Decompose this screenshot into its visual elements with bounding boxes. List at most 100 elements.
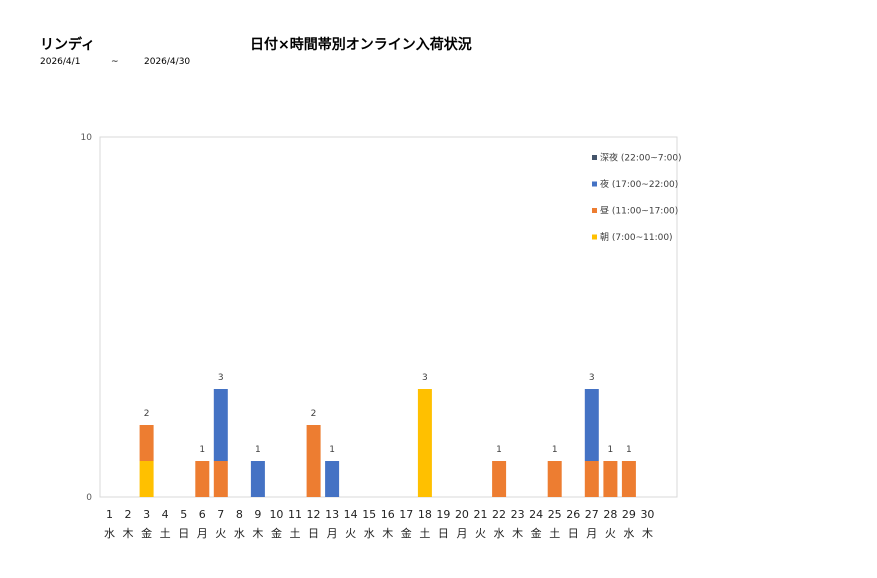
page-title: 日付×時間帯別オンライン入荷状況	[250, 37, 472, 53]
x-tick-label-23: 23	[511, 508, 525, 521]
x-weekday-label-18: 土	[419, 527, 430, 540]
x-tick-label-13: 13	[325, 508, 339, 521]
x-weekday-label-4: 土	[160, 527, 171, 540]
x-weekday-label-3: 金	[141, 526, 152, 540]
x-weekday-label-28: 火	[605, 527, 616, 540]
bar-segment-3-series-1	[139, 425, 154, 461]
data-label-12: 2	[311, 409, 317, 419]
legend-swatch-1	[592, 181, 597, 187]
x-tick-label-14: 14	[344, 508, 358, 521]
data-label-27: 3	[589, 373, 595, 383]
x-weekday-label-16: 木	[382, 527, 393, 540]
x-weekday-label-26: 日	[568, 527, 579, 540]
legend-label-3: 朝 (7:00~11:00)	[600, 232, 673, 243]
legend-swatch-3	[592, 234, 597, 240]
x-tick-label-22: 22	[492, 508, 506, 521]
x-weekday-label-8: 水	[234, 527, 245, 540]
legend-label-2: 昼 (11:00~17:00)	[600, 206, 678, 217]
legend-swatch-0	[592, 155, 597, 160]
data-label-18: 3	[422, 373, 428, 383]
legend-swatch-2	[592, 208, 597, 213]
y-tick-label-0: 0	[86, 493, 92, 503]
x-tick-label-21: 21	[474, 508, 488, 521]
x-tick-label-15: 15	[362, 508, 376, 521]
x-tick-label-24: 24	[529, 508, 543, 521]
x-weekday-label-10: 金	[271, 526, 282, 540]
bar-segment-3-series-0	[139, 461, 154, 497]
x-weekday-label-12: 日	[308, 527, 319, 540]
x-weekday-label-5: 日	[178, 527, 189, 540]
data-label-3: 2	[144, 409, 150, 419]
x-tick-label-3: 3	[143, 508, 150, 521]
x-tick-label-28: 28	[603, 508, 617, 521]
x-weekday-label-13: 月	[327, 527, 338, 540]
x-weekday-label-24: 金	[531, 526, 542, 540]
x-weekday-label-29: 水	[623, 527, 634, 540]
data-label-7: 3	[218, 373, 224, 383]
data-label-22: 1	[496, 445, 502, 455]
x-tick-label-30: 30	[640, 508, 654, 521]
x-weekday-label-20: 月	[456, 527, 467, 540]
x-tick-label-11: 11	[288, 508, 302, 521]
bar-segment-12-series-1	[306, 425, 321, 497]
x-tick-label-5: 5	[180, 508, 187, 521]
data-label-6: 1	[199, 445, 205, 455]
x-tick-label-17: 17	[399, 508, 413, 521]
date-separator: ~	[111, 57, 119, 67]
x-weekday-label-6: 月	[197, 527, 208, 540]
x-weekday-label-14: 火	[345, 527, 356, 540]
data-label-25: 1	[552, 445, 558, 455]
x-weekday-label-27: 月	[586, 527, 597, 540]
x-tick-label-9: 9	[254, 508, 261, 521]
bar-segment-18-series-0	[417, 389, 432, 497]
x-weekday-label-22: 水	[494, 527, 505, 540]
brand-name: リンディ	[40, 37, 96, 53]
x-tick-label-10: 10	[269, 508, 283, 521]
x-weekday-label-9: 木	[252, 527, 263, 540]
x-weekday-label-19: 日	[438, 527, 449, 540]
x-tick-label-29: 29	[622, 508, 636, 521]
x-tick-label-18: 18	[418, 508, 432, 521]
bar-segment-6-series-1	[195, 461, 210, 497]
x-tick-label-8: 8	[236, 508, 243, 521]
x-weekday-label-7: 火	[215, 527, 226, 540]
data-label-28: 1	[607, 445, 613, 455]
bar-segment-27-series-2	[584, 389, 599, 461]
x-weekday-label-11: 土	[290, 527, 301, 540]
x-tick-label-25: 25	[548, 508, 562, 521]
bar-segment-9-series-2	[250, 461, 265, 497]
x-tick-label-4: 4	[162, 508, 169, 521]
x-tick-label-20: 20	[455, 508, 469, 521]
bar-segment-25-series-1	[547, 461, 562, 497]
y-tick-label-10: 10	[81, 133, 93, 143]
x-tick-label-12: 12	[307, 508, 321, 521]
x-tick-label-6: 6	[199, 508, 206, 521]
bar-segment-29-series-1	[621, 461, 636, 497]
bar-segment-28-series-1	[603, 461, 618, 497]
bar-segment-7-series-1	[213, 461, 228, 497]
x-tick-label-1: 1	[106, 508, 113, 521]
x-weekday-label-17: 金	[401, 526, 412, 540]
x-tick-label-27: 27	[585, 508, 599, 521]
bar-segment-27-series-1	[584, 461, 599, 497]
x-tick-label-16: 16	[381, 508, 395, 521]
bar-segment-7-series-2	[213, 389, 228, 461]
date-from: 2026/4/1	[40, 57, 81, 67]
date-to: 2026/4/30	[144, 57, 191, 67]
x-tick-label-2: 2	[125, 508, 132, 521]
bar-segment-13-series-2	[325, 461, 340, 497]
x-weekday-label-2: 木	[123, 527, 134, 540]
data-label-29: 1	[626, 445, 632, 455]
data-label-13: 1	[329, 445, 335, 455]
x-tick-label-7: 7	[217, 508, 224, 521]
data-label-9: 1	[255, 445, 261, 455]
x-weekday-label-30: 木	[642, 527, 653, 540]
x-weekday-label-15: 水	[364, 527, 375, 540]
plot-area	[99, 136, 678, 498]
legend-label-0: 深夜 (22:00~7:00)	[600, 152, 682, 164]
x-weekday-label-1: 水	[104, 527, 115, 540]
x-weekday-label-23: 木	[512, 527, 523, 540]
x-tick-label-19: 19	[436, 508, 450, 521]
x-weekday-label-25: 土	[549, 527, 560, 540]
